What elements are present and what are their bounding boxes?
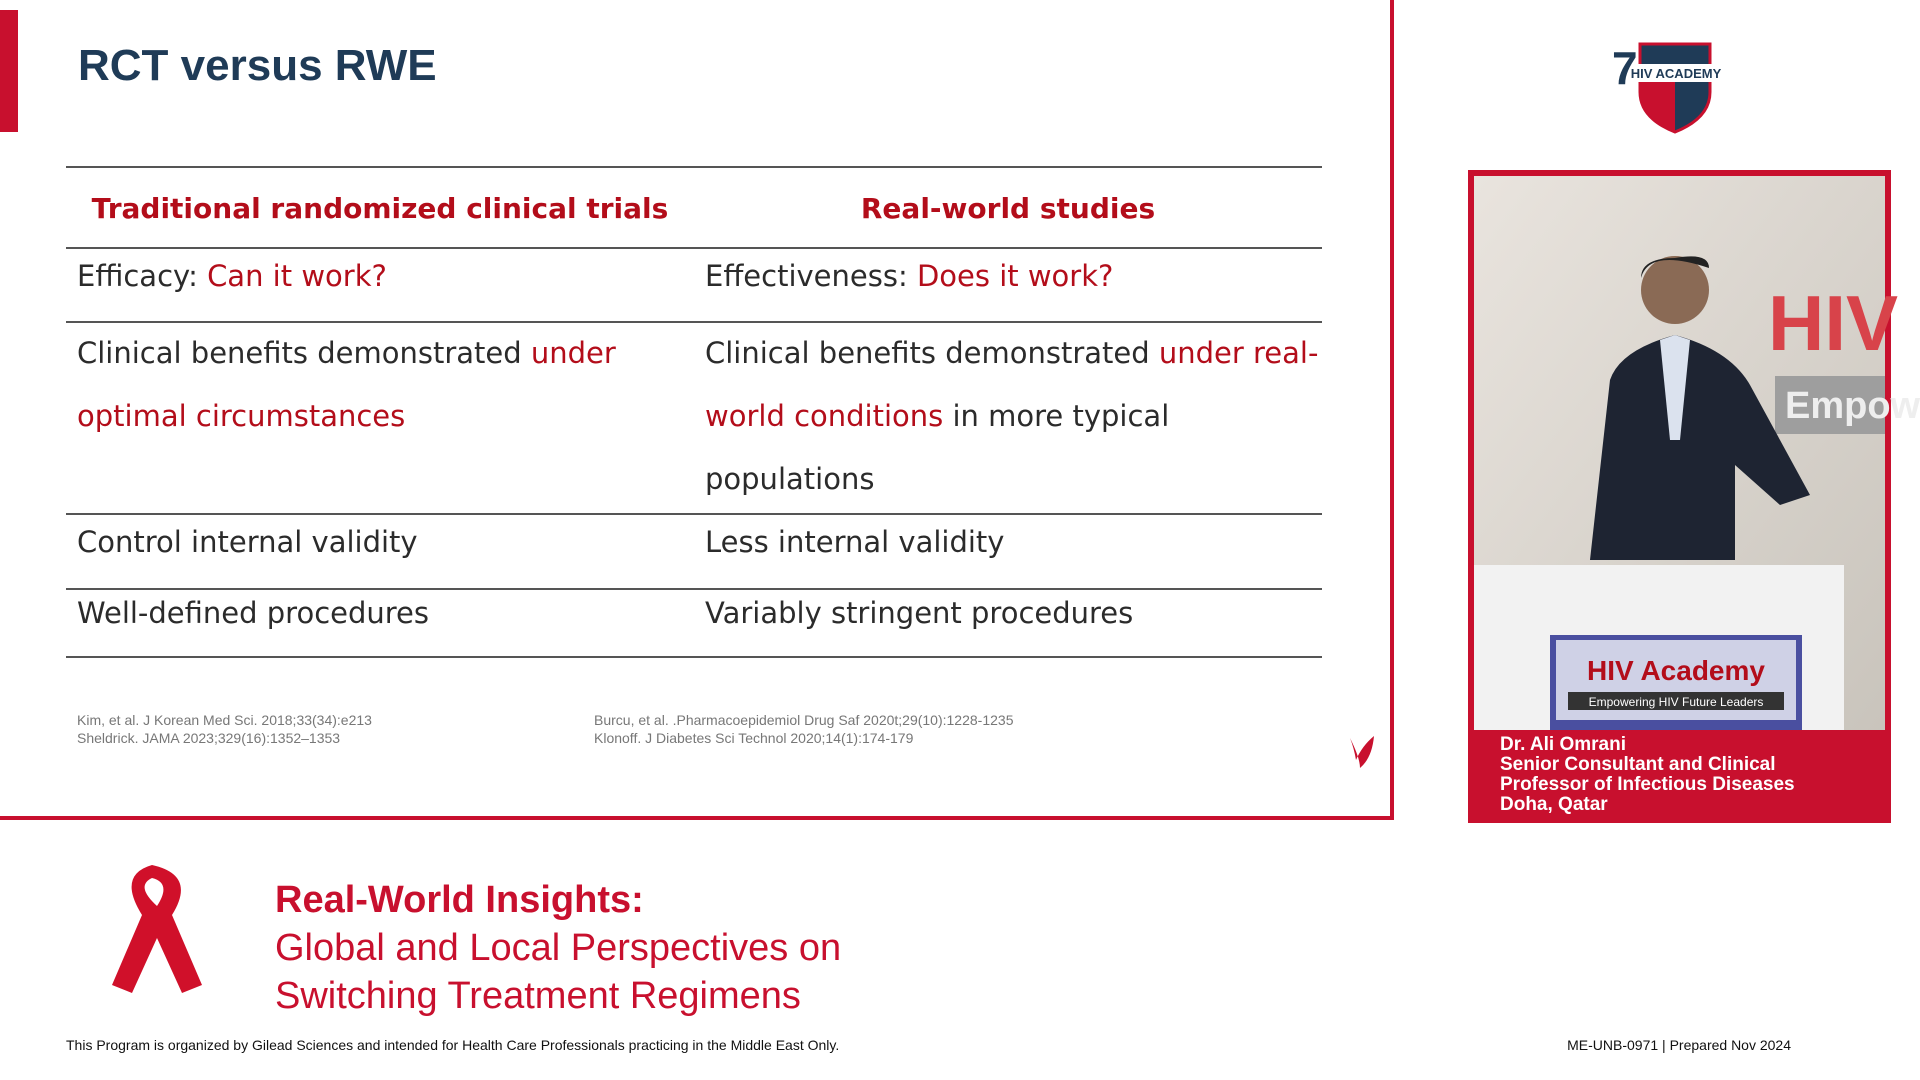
logo-band xyxy=(1636,64,1716,82)
podium-text: Empowering HIV Future Leaders xyxy=(1589,695,1764,709)
table-cell-line: Clinical benefits demonstrated under xyxy=(77,336,616,370)
slide xyxy=(0,0,1392,818)
gilead-logo xyxy=(1350,736,1374,768)
academy-logo: 7 HIV ACADEMY xyxy=(1612,42,1722,134)
cell-text: optimal circumstances xyxy=(77,399,405,433)
cell-text: Efficacy: xyxy=(77,259,207,293)
disclaimer: This Program is organized by Gilead Scie… xyxy=(66,1037,839,1053)
cell-text: Can it work? xyxy=(207,259,387,293)
speaker-caption: Professor of Infectious Diseases xyxy=(1500,774,1795,795)
backdrop-text: HIV xyxy=(1768,279,1898,367)
table-cell-line: world conditions in more typical xyxy=(705,399,1169,433)
cell-text: populations xyxy=(705,462,874,496)
program-subtitle: Switching Treatment Regimens xyxy=(275,975,801,1017)
table-cell-line: optimal circumstances xyxy=(77,399,405,433)
speaker-shirt xyxy=(1660,335,1690,440)
shield-half xyxy=(1640,74,1675,132)
reference: Burcu, et al. .Pharmacoepidemiol Drug Sa… xyxy=(594,712,1014,728)
table-cell-line: Less internal validity xyxy=(705,525,1004,559)
table: Traditional randomized clinical trials R… xyxy=(66,166,1322,658)
table-cell-line: Efficacy: Can it work? xyxy=(77,259,387,293)
table-cell-line: Variably stringent procedures xyxy=(705,596,1133,630)
cell-text: under xyxy=(531,336,616,370)
table-cell-line: Well-defined procedures xyxy=(77,596,429,630)
cell-text: Variably stringent procedures xyxy=(705,596,1133,630)
cell-text: Control internal validity xyxy=(77,525,418,559)
backdrop-text: Empow xyxy=(1785,385,1920,427)
podium-text: HIV Academy xyxy=(1587,655,1765,686)
logo-number: 7 xyxy=(1612,42,1638,94)
speaker-body xyxy=(1590,335,1810,560)
speaker-caption: Doha, Qatar xyxy=(1500,794,1608,815)
table-cell-line: Effectiveness: Does it work? xyxy=(705,259,1113,293)
slide-title: RCT versus RWE xyxy=(78,41,437,90)
cell-text: in more typical xyxy=(943,399,1169,433)
column-header: Real-world studies xyxy=(861,192,1155,225)
speaker-caption: Senior Consultant and Clinical xyxy=(1500,754,1776,775)
backdrop-band xyxy=(1775,376,1885,434)
speaker-caption: Dr. Ali Omrani xyxy=(1500,734,1626,755)
cell-text: Clinical benefits demonstrated xyxy=(705,336,1159,370)
reference: Sheldrick. JAMA 2023;329(16):1352–1353 xyxy=(77,730,340,746)
accent-bar xyxy=(0,10,18,132)
reference: Kim, et al. J Korean Med Sci. 2018;33(34… xyxy=(77,712,372,728)
program-subtitle: Global and Local Perspectives on xyxy=(275,927,841,969)
table-cell-line: Control internal validity xyxy=(77,525,418,559)
table-cell-line: populations xyxy=(705,462,874,496)
cell-text: world conditions xyxy=(705,399,943,433)
column-header: Traditional randomized clinical trials xyxy=(92,192,669,225)
document-code: ME-UNB-0971 | Prepared Nov 2024 xyxy=(1567,1037,1791,1053)
red-ribbon xyxy=(112,865,202,993)
speaker-head xyxy=(1641,256,1709,324)
program-heading: Real-World Insights: xyxy=(275,879,644,921)
cell-text: Clinical benefits demonstrated xyxy=(77,336,531,370)
reference: Klonoff. J Diabetes Sci Technol 2020;14(… xyxy=(594,730,914,746)
speaker-hair xyxy=(1641,256,1709,278)
cell-text: Effectiveness: xyxy=(705,259,917,293)
cell-text: Less internal validity xyxy=(705,525,1004,559)
table-cell-line: Clinical benefits demonstrated under rea… xyxy=(705,336,1318,370)
logo-text: HIV ACADEMY xyxy=(1631,66,1722,81)
podium-band xyxy=(1568,692,1784,710)
cell-text: Well-defined procedures xyxy=(77,596,429,630)
cell-text: under real- xyxy=(1159,336,1319,370)
speaker-video: HIV Empow HIV Academy Empowering HIV Fut… xyxy=(1468,170,1920,823)
cell-text: Does it work? xyxy=(917,259,1113,293)
